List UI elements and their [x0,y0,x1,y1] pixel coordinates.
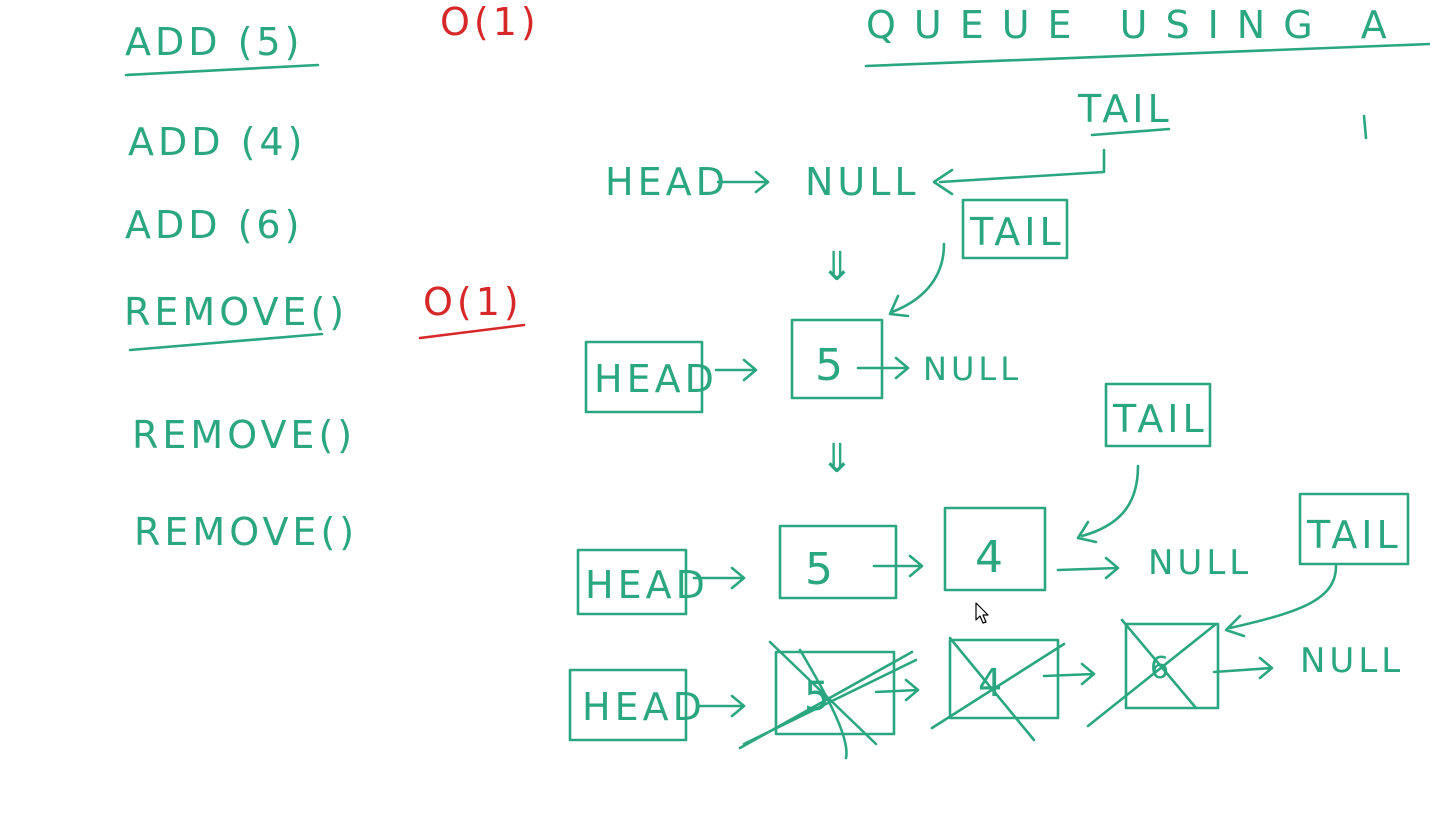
cross-4 [930,636,1066,742]
underline-remove-1 [128,332,324,352]
cross-6 [1086,618,1218,728]
tail-box-3 [1104,382,1212,448]
null-label-2: NULL [923,350,1022,388]
tail-box-2 [961,198,1069,260]
head-arrow-3 [692,566,746,590]
head-box-4 [568,668,688,742]
next-arrow-5-state4 [874,678,920,702]
head-arrow-4 [698,694,746,718]
op-add-6: ADD (6) [125,203,303,247]
underline-remove-complexity [418,323,526,340]
head-arrow-1 [716,170,770,194]
node-box-5-state3 [778,524,898,600]
tail-pointer-3 [1076,464,1140,544]
next-arrow-5-state3 [872,554,924,578]
node-box-6-state4 [1124,622,1220,710]
next-arrow-6-state4 [1212,656,1274,680]
head-label-3: HEAD [585,563,709,607]
op-remove-3: REMOVE() [134,510,358,554]
null-label-1: NULL [805,160,920,204]
mouse-pointer-icon [975,602,989,624]
node-value-5-state3: 5 [805,544,837,595]
tail-pointer-4 [1224,564,1338,638]
op-remove-1: REMOVE() [124,290,348,334]
op-remove-2: REMOVE() [132,413,356,457]
tail-pointer-1 [932,148,1106,196]
head-box-3 [576,548,688,616]
tail-box-4 [1298,492,1410,566]
op-add-4: ADD (4) [128,120,306,164]
op-add-5: ADD (5) [125,20,303,64]
head-arrow-2 [714,358,758,382]
node-box-4-state3 [943,506,1047,592]
underline-add-5 [124,63,320,77]
next-arrow-5-state2 [856,356,910,380]
down-arrow-1: ⇓ [820,244,858,290]
add-complexity: O(1) [440,0,540,44]
cross-5-b [798,648,848,760]
head-box-2 [584,340,704,414]
tail-label-1: TAIL [1077,87,1173,131]
head-label-1: HEAD [605,160,729,204]
down-arrow-2: ⇓ [820,436,858,482]
head-label-4: HEAD [582,685,706,729]
tail-label-4: TAIL [1306,513,1402,557]
title-underline [864,42,1430,68]
next-arrow-4-state3 [1056,556,1120,580]
stray-mark [1362,114,1368,140]
head-label-2: HEAD [594,357,718,401]
null-label-3: NULL [1148,543,1252,583]
node-box-5-state2 [790,318,884,400]
node-value-5-state2: 5 [815,340,847,391]
next-arrow-4-state4 [1042,662,1096,686]
node-box-4-state4 [948,638,1060,720]
tail-label-2: TAIL [969,210,1065,254]
tail-pointer-2 [888,242,946,318]
node-box-5-state4 [774,650,896,736]
tail-label-3: TAIL [1112,397,1208,441]
page-title: QUEUE USING A [866,3,1405,47]
tail-underline-1 [1090,127,1171,137]
node-value-4-state3: 4 [975,532,1007,583]
remove-complexity: O(1) [423,280,523,324]
null-label-4: NULL [1300,641,1404,681]
